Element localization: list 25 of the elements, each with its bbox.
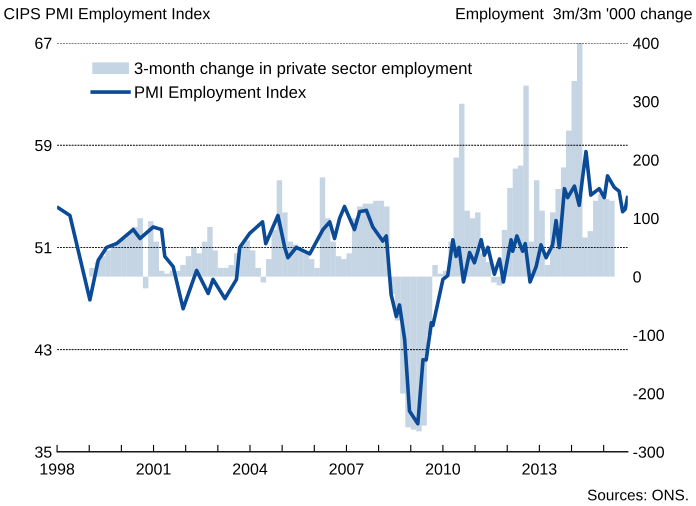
x-tick-label: 2013 [522, 463, 556, 475]
y2-tick-label: -100 [633, 330, 664, 341]
x-tick-label: 2007 [329, 463, 364, 475]
y2-tick-label: 200 [633, 154, 659, 166]
y-tick-label: 43 [34, 344, 52, 356]
y2-tick-label: 400 [633, 38, 659, 49]
y-axis-title: CIPS PMI Employment Index [4, 8, 210, 22]
source-note: Sources: ONS. [588, 490, 688, 500]
x-tick-label: 1998 [40, 463, 74, 475]
x-tick-label: 2004 [233, 463, 268, 475]
y2-tick-label: 100 [634, 212, 659, 224]
y2-tick-label: 300 [633, 96, 659, 108]
legend-label: 3-month change in private sector employment [134, 62, 472, 78]
x-tick-label: 2001 [136, 463, 171, 475]
y-tick-label: 59 [35, 140, 52, 152]
x-tick-label: 2010 [426, 463, 460, 475]
line-series [57, 150, 628, 426]
y2-tick-label: -300 [633, 446, 664, 458]
y2-axis-title: Employment 3m/3m '000 change [456, 8, 692, 22]
legend-label: PMI Employment Index [135, 86, 306, 102]
y-tick-label: 35 [35, 446, 52, 458]
y2-tick-label: -200 [633, 388, 664, 400]
y-tick-label: 67 [35, 38, 52, 49]
y2-tick-label: 0 [633, 271, 641, 283]
y-tick-label: 51 [35, 242, 52, 254]
